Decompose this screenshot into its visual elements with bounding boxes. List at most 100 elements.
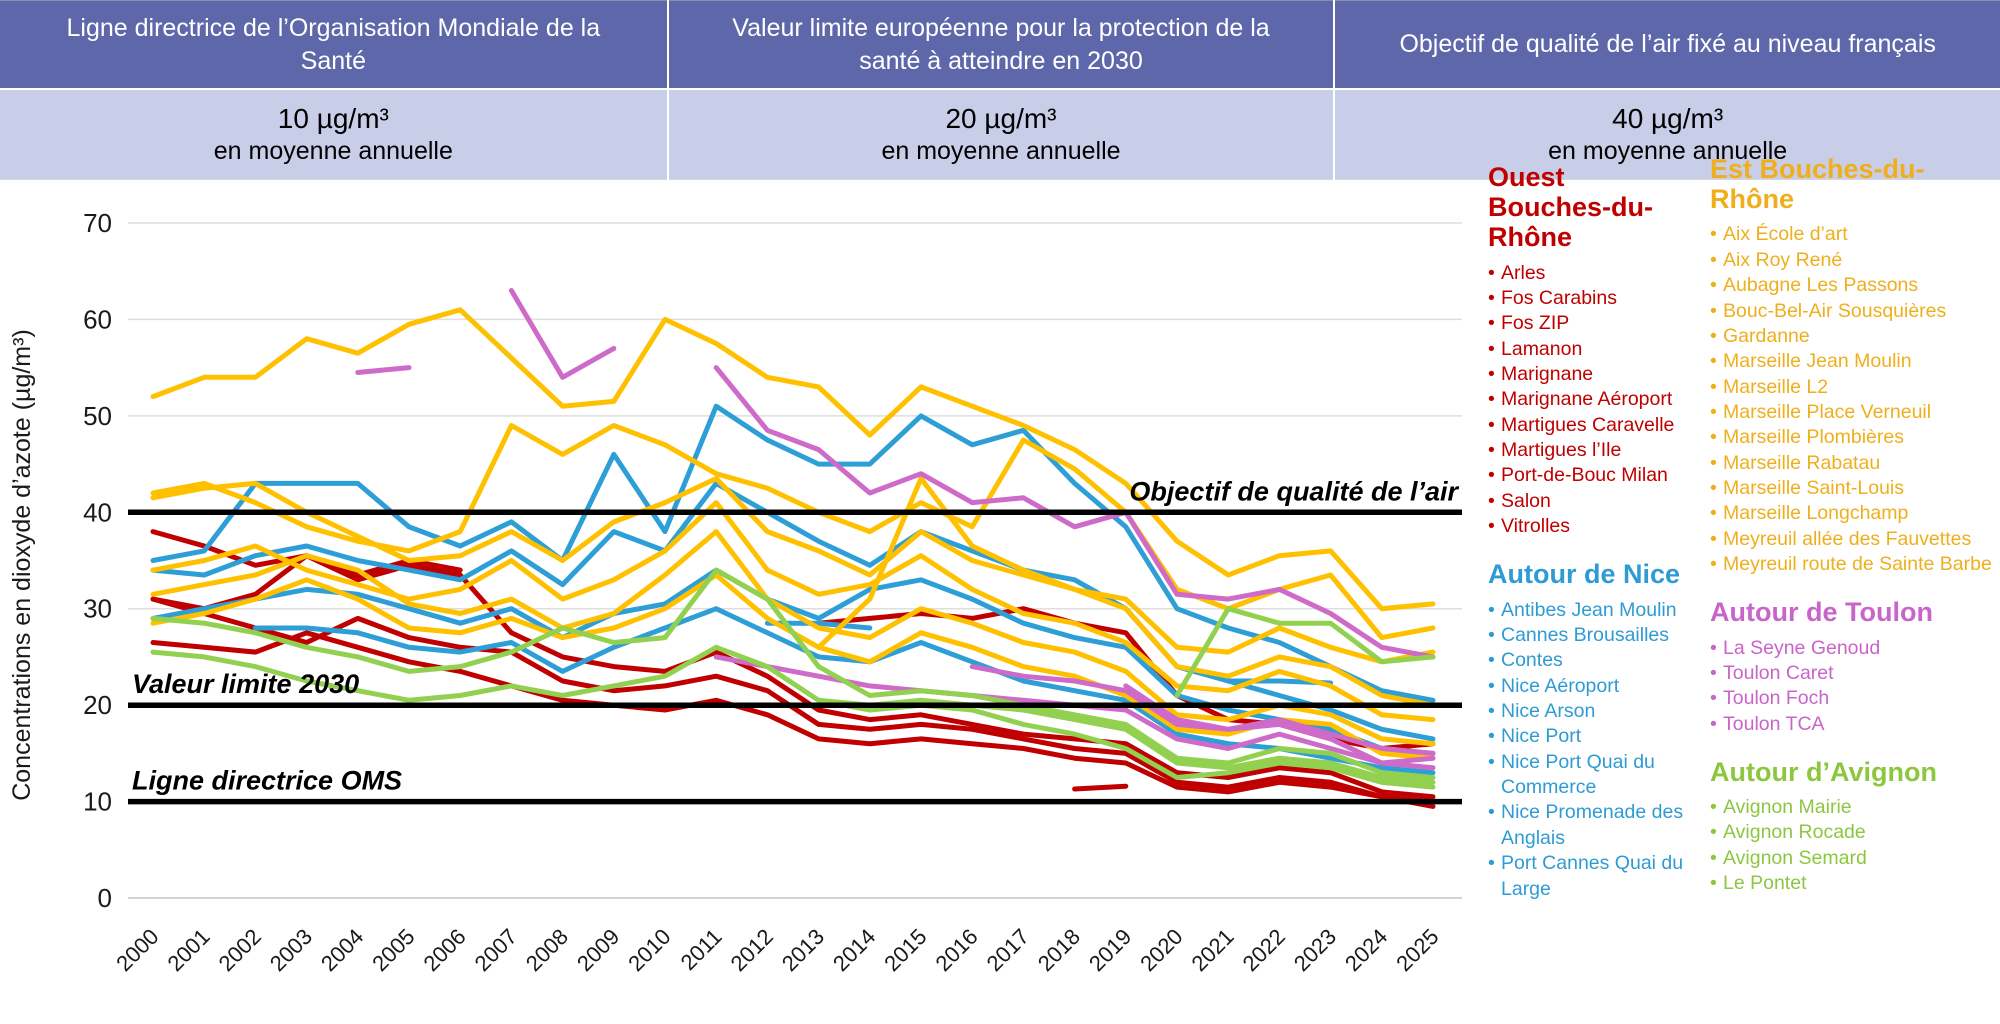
legend-station-list: ArlesFos CarabinsFos ZIPLamanonMarignane…	[1488, 261, 1694, 540]
header-col-oms: Ligne directrice de l’Organisation Mondi…	[0, 0, 667, 180]
legend-station: Lamanon	[1488, 337, 1694, 363]
legend-group-ouest-bouches-du-rh-ne: Ouest Bouches-du-RhôneArlesFos CarabinsF…	[1488, 162, 1694, 540]
threshold-note: en moyenne annuelle	[1548, 137, 1788, 165]
legend-station: Antibes Jean Moulin	[1488, 598, 1694, 624]
x-tick-2020: 2020	[1135, 924, 1187, 976]
legend-station: Port-de-Bouc Milan	[1488, 463, 1694, 489]
threshold-value: 40 µg/m³	[1612, 103, 1724, 134]
header-value-europe: 20 µg/m³ en moyenne annuelle	[668, 90, 1334, 180]
legend-station-list: Antibes Jean MoulinCannes BrousaillesCon…	[1488, 598, 1694, 902]
ref-label-20: Valeur limite 2030	[132, 669, 359, 699]
header-col-europe: Valeur limite européenne pour la protect…	[666, 0, 1334, 180]
legend-station: Arles	[1488, 261, 1694, 287]
legend-station: Meyreuil route de Sainte Barbe	[1710, 552, 1996, 578]
legend-station: Nice Port Quai du Commerce	[1488, 750, 1694, 801]
no2-chart-svg: 0102030405060702000200120022003200420052…	[8, 208, 1462, 976]
legend-station: Nice Arson	[1488, 699, 1694, 725]
x-tick-2002: 2002	[214, 924, 266, 976]
series-salon	[150, 630, 1436, 805]
legend-station-list: Aix École d’artAix Roy RenéAubagne Les P…	[1710, 222, 1996, 577]
threshold-header-table: Ligne directrice de l’Organisation Mondi…	[0, 0, 2000, 180]
legend-station: Nice Port	[1488, 724, 1694, 750]
legend-station-list: Avignon MairieAvignon RocadeAvignon Sema…	[1710, 795, 1996, 897]
legend-column-2: Est Bouches-du-Rhône Aix École d’artAix R…	[1698, 150, 2000, 1024]
series-toulon-tca	[1123, 683, 1436, 771]
legend-station: Avignon Mairie	[1710, 795, 1996, 821]
legend-station: Salon	[1488, 489, 1694, 515]
legend-station: Martigues Caravelle	[1488, 413, 1694, 439]
series-marseille-rabatau	[150, 307, 1436, 612]
legend-station: Meyreuil allée des Fauvettes	[1710, 527, 1996, 553]
y-tick-60: 60	[83, 304, 112, 334]
legend-group-est-bouches-du-rh-ne: Est Bouches-du-Rhône Aix École d’artAix R…	[1710, 154, 1996, 578]
legend-station: Toulon Foch	[1710, 686, 1996, 712]
y-tick-0: 0	[98, 883, 112, 913]
threshold-note: en moyenne annuelle	[881, 137, 1121, 165]
legend-station: Marseille Place Verneuil	[1710, 400, 1996, 426]
ref-label-10: Ligne directrice OMS	[132, 766, 402, 796]
series-toulon-foch	[355, 365, 412, 375]
legend-station: Marseille Rabatau	[1710, 451, 1996, 477]
station-legend: Ouest Bouches-du-RhôneArlesFos CarabinsF…	[1480, 150, 2000, 1024]
legend-station: Martigues l’Ile	[1488, 438, 1694, 464]
series-nice-arson	[150, 480, 1436, 742]
x-tick-2009: 2009	[572, 924, 624, 976]
x-tick-2016: 2016	[930, 924, 982, 976]
legend-station: Nice Aéroport	[1488, 674, 1694, 700]
legend-station: Aix École d’art	[1710, 222, 1996, 248]
legend-station-list: La Seyne GenoudToulon CaretToulon FochTo…	[1710, 636, 1996, 738]
legend-station: Avignon Rocade	[1710, 820, 1996, 846]
legend-station: Vitrolles	[1488, 514, 1694, 540]
series-marseille-jean-moulin	[816, 476, 1436, 708]
legend-station: Port Cannes Quai du Large	[1488, 851, 1694, 902]
legend-column-1: Ouest Bouches-du-RhôneArlesFos CarabinsF…	[1480, 150, 1698, 1024]
threshold-value: 20 µg/m³	[945, 103, 1057, 134]
legend-station: Fos ZIP	[1488, 311, 1694, 337]
legend-station: Fos Carabins	[1488, 286, 1694, 312]
legend-station: Aix Roy René	[1710, 248, 1996, 274]
series-arles	[1072, 783, 1129, 792]
series-toulon-foch	[508, 288, 617, 380]
y-axis-title: Concentrations en dioxyde d’azote (µg/m³…	[8, 329, 36, 801]
x-tick-2025: 2025	[1391, 924, 1443, 976]
legend-group-autour-de-toulon: Autour de Toulon La Seyne GenoudToulon Ca…	[1710, 597, 1996, 737]
x-tick-2003: 2003	[265, 924, 317, 976]
legend-station: Marseille L2	[1710, 375, 1996, 401]
x-tick-2012: 2012	[726, 924, 778, 976]
legend-station: Marseille Longchamp	[1710, 501, 1996, 527]
series-marseille-saint-louis	[150, 476, 1436, 665]
y-tick-70: 70	[83, 208, 112, 238]
x-tick-2023: 2023	[1289, 924, 1341, 976]
legend-station: Contes	[1488, 648, 1694, 674]
x-tick-2006: 2006	[418, 924, 470, 976]
x-tick-2013: 2013	[777, 924, 829, 976]
legend-station: Le Pontet	[1710, 871, 1996, 897]
x-tick-2007: 2007	[470, 924, 522, 976]
legend-station: Gardanne	[1710, 324, 1996, 350]
x-tick-2000: 2000	[111, 924, 163, 976]
legend-station: Marseille Jean Moulin	[1710, 349, 1996, 375]
y-tick-10: 10	[83, 787, 112, 817]
legend-station: Bouc-Bel-Air Sousquières	[1710, 299, 1996, 325]
legend-station: Avignon Semard	[1710, 846, 1996, 872]
series-toulon-foch	[713, 365, 1436, 660]
threshold-value: 10 µg/m³	[277, 103, 389, 134]
header-col-france: Objectif de qualité de l’air fixé au niv…	[1333, 0, 2000, 180]
x-tick-2019: 2019	[1084, 924, 1136, 976]
x-tick-2021: 2021	[1186, 924, 1238, 976]
y-tick-50: 50	[83, 401, 112, 431]
legend-station: Nice Promenade des Anglais	[1488, 800, 1694, 851]
series-marseille-longchamp	[150, 529, 1436, 747]
legend-group-title: Est Bouches-du-Rhône	[1710, 154, 1925, 215]
x-tick-2022: 2022	[1238, 924, 1290, 976]
y-tick-30: 30	[83, 594, 112, 624]
threshold-note: en moyenne annuelle	[213, 137, 453, 165]
x-tick-2017: 2017	[982, 924, 1034, 976]
legend-station: La Seyne Genoud	[1710, 636, 1996, 662]
no2-trend-chart: 0 10 20 30 40 50 60 70 2000 2001 2002 2003 2004 2005 2…	[0, 180, 1480, 1024]
x-tick-2015: 2015	[879, 924, 931, 976]
x-tick-2014: 2014	[828, 924, 880, 976]
series-avignon-mairie	[150, 644, 1436, 790]
x-tick-2004: 2004	[316, 924, 368, 976]
